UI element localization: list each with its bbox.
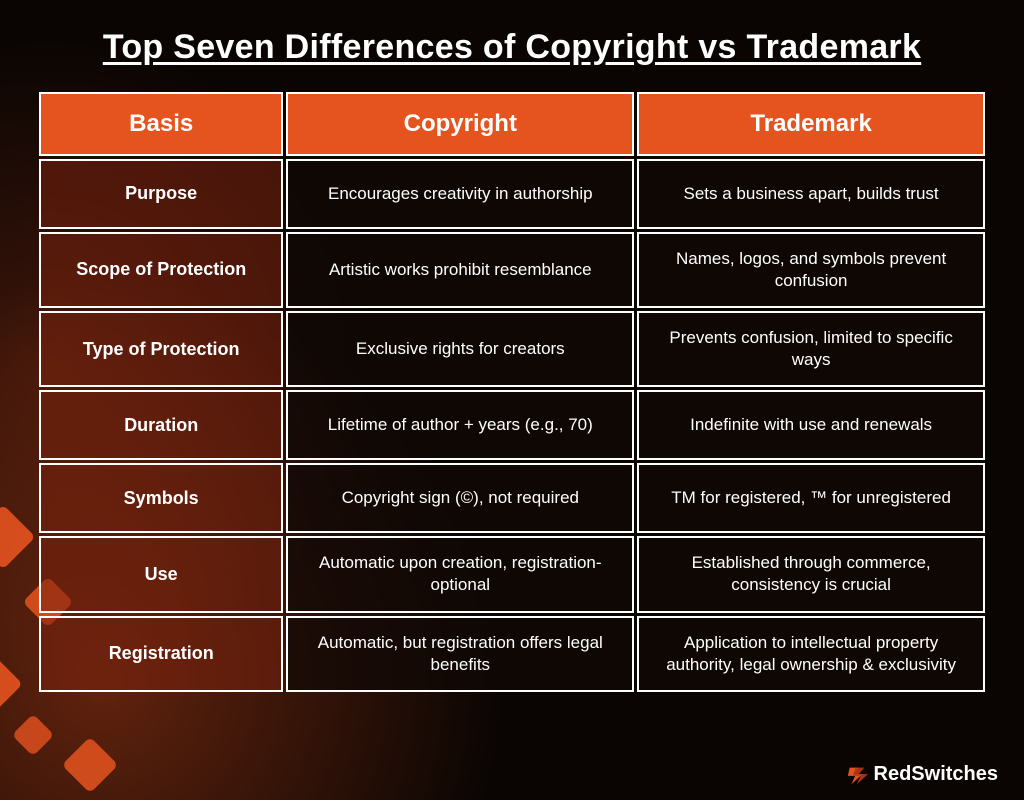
copyright-cell: Exclusive rights for creators — [286, 311, 634, 387]
copyright-cell: Lifetime of author + years (e.g., 70) — [286, 390, 634, 460]
table-row: Use Automatic upon creation, registratio… — [39, 536, 985, 612]
table-row: Type of Protection Exclusive rights for … — [39, 311, 985, 387]
page-title: Top Seven Differences of Copyright vs Tr… — [36, 28, 988, 67]
copyright-cell: Copyright sign (©), not required — [286, 463, 634, 533]
basis-cell: Duration — [39, 390, 283, 460]
brand-logo: RedSwitches — [846, 763, 998, 786]
infographic-container: Top Seven Differences of Copyright vs Tr… — [0, 0, 1024, 715]
copyright-cell: Automatic upon creation, registration-op… — [286, 536, 634, 612]
basis-cell: Use — [39, 536, 283, 612]
copyright-cell: Automatic, but registration offers legal… — [286, 616, 634, 692]
copyright-cell: Encourages creativity in authorship — [286, 159, 634, 229]
trademark-cell: Names, logos, and symbols prevent confus… — [637, 232, 985, 308]
trademark-cell: Established through commerce, consistenc… — [637, 536, 985, 612]
trademark-cell: Application to intellectual property aut… — [637, 616, 985, 692]
trademark-cell: TM for registered, ™ for unregistered — [637, 463, 985, 533]
basis-cell: Symbols — [39, 463, 283, 533]
trademark-cell: Prevents confusion, limited to specific … — [637, 311, 985, 387]
table-row: Scope of Protection Artistic works prohi… — [39, 232, 985, 308]
copyright-cell: Artistic works prohibit resemblance — [286, 232, 634, 308]
redswitches-icon — [846, 764, 868, 786]
brand-name: RedSwitches — [874, 763, 998, 786]
table-row: Duration Lifetime of author + years (e.g… — [39, 390, 985, 460]
header-trademark: Trademark — [637, 92, 985, 156]
table-row: Registration Automatic, but registration… — [39, 616, 985, 692]
basis-cell: Registration — [39, 616, 283, 692]
table-row: Symbols Copyright sign (©), not required… — [39, 463, 985, 533]
trademark-cell: Indefinite with use and renewals — [637, 390, 985, 460]
basis-cell: Purpose — [39, 159, 283, 229]
header-basis: Basis — [39, 92, 283, 156]
table-row: Purpose Encourages creativity in authors… — [39, 159, 985, 229]
header-copyright: Copyright — [286, 92, 634, 156]
basis-cell: Scope of Protection — [39, 232, 283, 308]
trademark-cell: Sets a business apart, builds trust — [637, 159, 985, 229]
basis-cell: Type of Protection — [39, 311, 283, 387]
comparison-table: Basis Copyright Trademark Purpose Encour… — [36, 89, 988, 695]
table-header-row: Basis Copyright Trademark — [39, 92, 985, 156]
